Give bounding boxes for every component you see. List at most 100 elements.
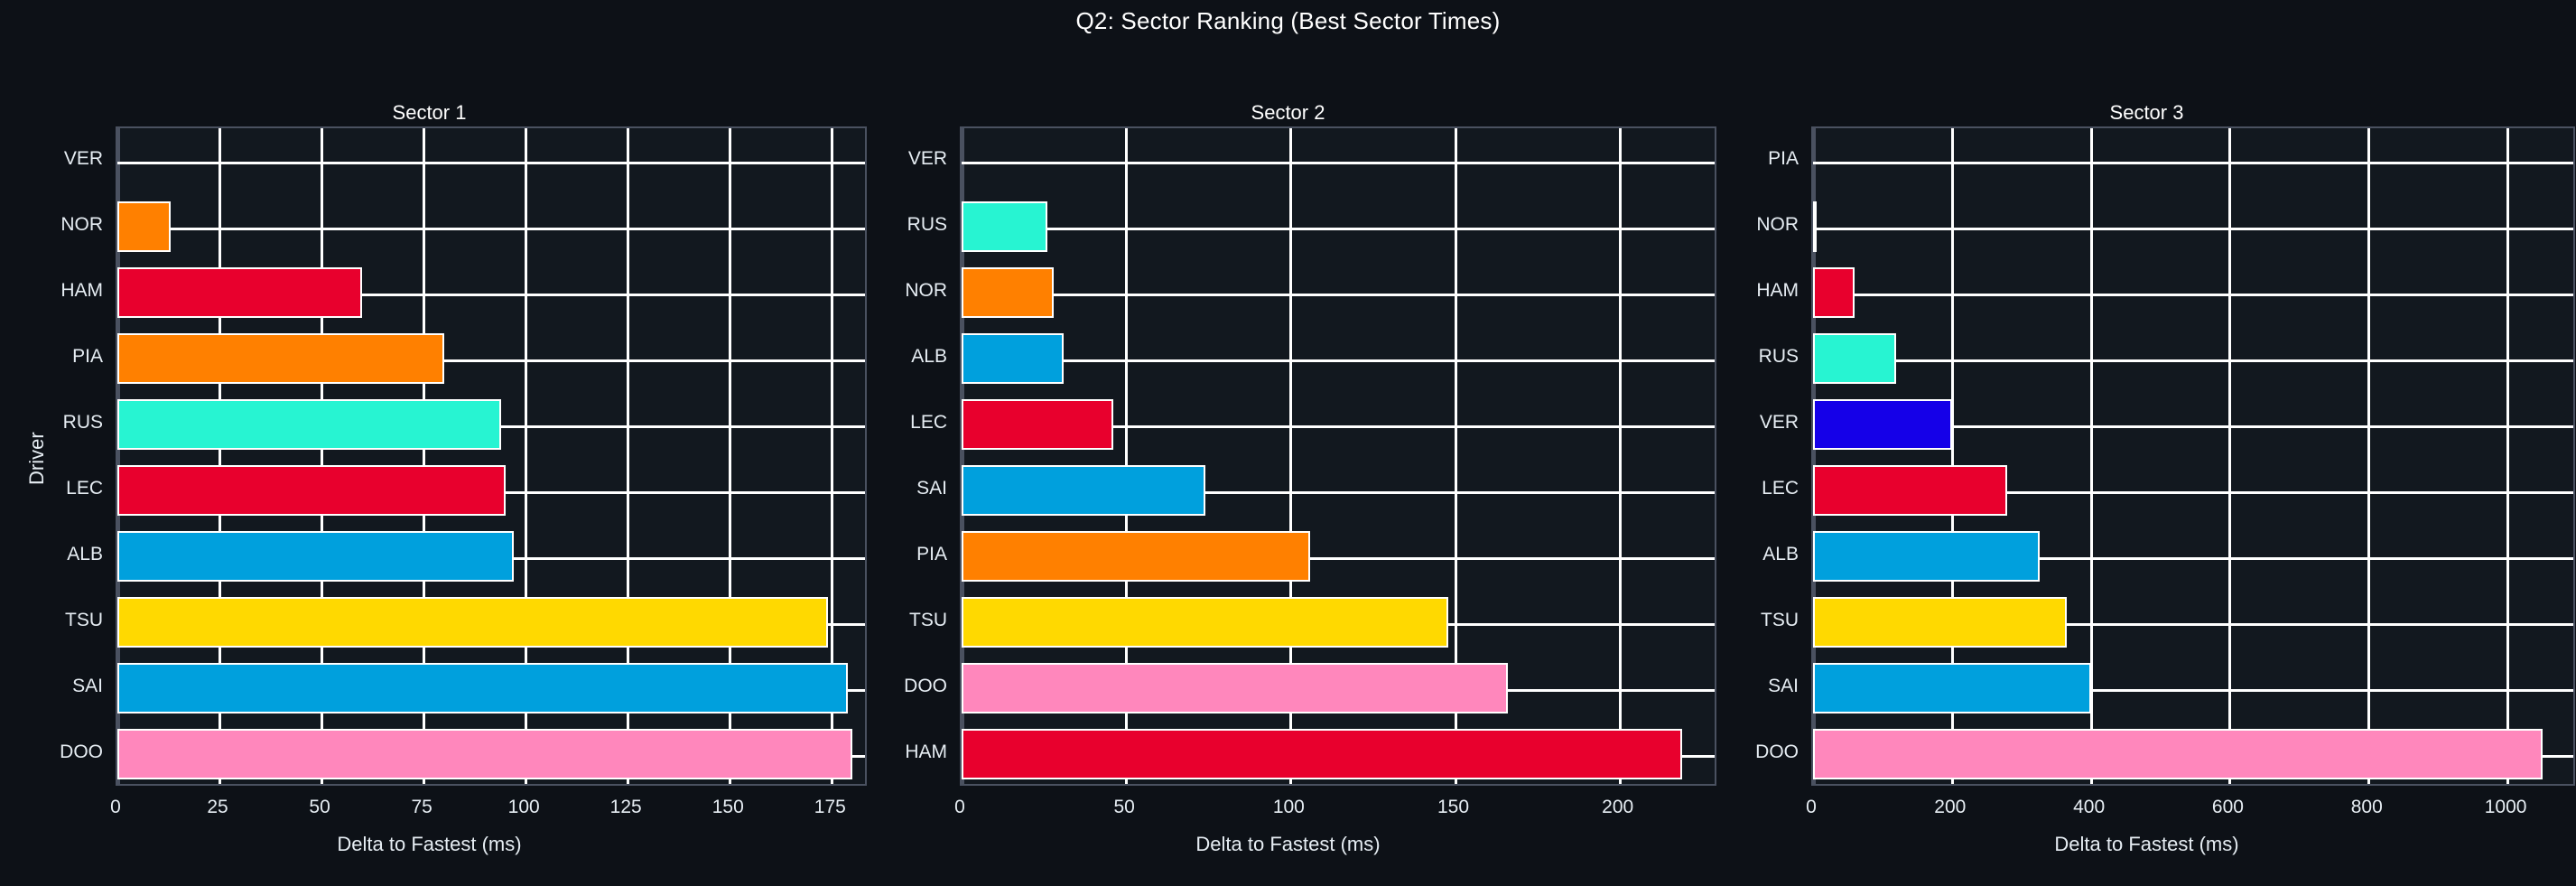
bar-ALB [117, 531, 514, 582]
bar-LEC [1813, 465, 2008, 516]
gridline-x [729, 128, 732, 784]
gridline-y [962, 557, 1715, 560]
y-tick-label-DOO: DOO [1755, 741, 1799, 762]
x-tick-label: 200 [1934, 797, 1967, 817]
gridline-y [962, 162, 1715, 164]
x-tick-label: 150 [1437, 797, 1470, 817]
bar-RUS [1813, 333, 1897, 384]
y-tick-label-NOR: NOR [905, 279, 947, 301]
y-tick-label-TSU: TSU [65, 609, 103, 630]
y-tick-label-RUS: RUS [907, 213, 947, 235]
y-tick-label-HAM: HAM [1756, 279, 1799, 301]
gridline-y [117, 359, 865, 362]
panel-title: Sector 1 [392, 101, 467, 124]
gridline-y [117, 162, 865, 164]
bar-NOR [962, 267, 1055, 318]
gridline-x [1125, 128, 1129, 784]
bar-LEC [962, 399, 1113, 450]
gridline-x [525, 128, 528, 784]
y-tick-label-SAI: SAI [72, 675, 103, 696]
gridline-x [962, 128, 964, 784]
x-axis-label: Delta to Fastest (ms) [2054, 833, 2239, 855]
y-tick-label-ALB: ALB [1762, 543, 1799, 564]
y-tick-label-PIA: PIA [916, 543, 947, 564]
plot-area [960, 126, 1716, 786]
x-tick-label: 100 [1272, 797, 1305, 817]
x-tick-label: 150 [711, 797, 744, 817]
x-tick-label: 0 [954, 797, 965, 817]
panel-sector-2: Sector 2 VER RUS NOR ALB LEC SAI PIA TSU DOO HAM 0 5… [859, 0, 1717, 886]
gridline-x [321, 128, 324, 784]
gridline-y [117, 228, 865, 230]
plot-area [116, 126, 867, 786]
x-tick-label: 75 [411, 797, 432, 817]
x-tick-label: 100 [507, 797, 540, 817]
gridline-y [1813, 557, 2573, 560]
panel-title: Sector 2 [1251, 101, 1325, 124]
gridline-x [2228, 128, 2232, 784]
gridline-y [962, 294, 1715, 296]
y-tick-label-VER: VER [1759, 411, 1799, 433]
gridline-x [2089, 128, 2093, 784]
gridline-y [962, 228, 1715, 230]
gridline-x [1813, 128, 1816, 784]
x-tick-label: 175 [814, 797, 846, 817]
panel-title: Sector 3 [2109, 101, 2184, 124]
gridline-y [1813, 162, 2573, 164]
y-tick-label-VER: VER [63, 147, 103, 169]
y-tick-label-PIA: PIA [72, 345, 103, 367]
y-tick-label-DOO: DOO [60, 741, 103, 762]
bar-DOO [117, 729, 852, 779]
x-tick-label: 50 [1113, 797, 1135, 817]
x-axis-label: Delta to Fastest (ms) [337, 833, 522, 855]
gridline-x [1454, 128, 1457, 784]
bar-HAM [117, 267, 363, 318]
panel-sector-1: Sector 1 VER NOR HAM PIA RUS LEC ALB TSU SAI DOO 0 2… [0, 0, 867, 886]
bar-SAI [117, 663, 849, 713]
figure-title: Q2: Sector Ranking (Best Sector Times) [1075, 7, 1501, 34]
y-tick-label-TSU: TSU [909, 609, 947, 630]
bar-PIA [962, 531, 1311, 582]
gridline-x [1950, 128, 1954, 784]
bar-HAM [962, 729, 1682, 779]
gridline-x [1289, 128, 1293, 784]
x-tick-label: 125 [609, 797, 642, 817]
y-tick-label-HAM: HAM [60, 279, 103, 301]
panel-sector-3: Sector 3 PIA NOR HAM RUS VER LEC ALB TSU SAI DOO 0 2… [1717, 0, 2576, 886]
bar-NOR [117, 201, 171, 252]
gridline-x [831, 128, 834, 784]
y-tick-label-NOR: NOR [60, 213, 103, 235]
gridline-x [219, 128, 222, 784]
bar-HAM [1813, 267, 1855, 318]
gridline-x [2506, 128, 2510, 784]
y-tick-label-LEC: LEC [910, 411, 947, 433]
gridline-y [1813, 689, 2573, 692]
bar-RUS [962, 201, 1047, 252]
y-tick-label-HAM: HAM [905, 741, 947, 762]
bar-PIA [117, 333, 444, 384]
y-tick-label-SAI: SAI [1768, 675, 1799, 696]
y-tick-label-LEC: LEC [1762, 477, 1799, 499]
gridline-x [1618, 128, 1622, 784]
y-tick-label-SAI: SAI [916, 477, 947, 499]
bar-SAI [1813, 663, 2091, 713]
x-tick-label: 1000 [2484, 797, 2527, 817]
bar-SAI [962, 465, 1205, 516]
y-tick-label-TSU: TSU [1761, 609, 1799, 630]
gridline-y [1813, 491, 2573, 494]
x-tick-label: 800 [2350, 797, 2383, 817]
bar-ALB [962, 333, 1064, 384]
bar-DOO [1813, 729, 2543, 779]
bar-NOR [1813, 201, 1817, 252]
x-tick-label: 600 [2211, 797, 2244, 817]
y-tick-label-NOR: NOR [1756, 213, 1799, 235]
bar-TSU [962, 597, 1449, 648]
y-tick-label-PIA: PIA [1768, 147, 1799, 169]
gridline-x [423, 128, 426, 784]
x-tick-label: 0 [1806, 797, 1817, 817]
plot-area [1811, 126, 2575, 786]
x-axis-label: Delta to Fastest (ms) [1195, 833, 1381, 855]
gridline-x [627, 128, 630, 784]
y-tick-label-ALB: ALB [67, 543, 103, 564]
